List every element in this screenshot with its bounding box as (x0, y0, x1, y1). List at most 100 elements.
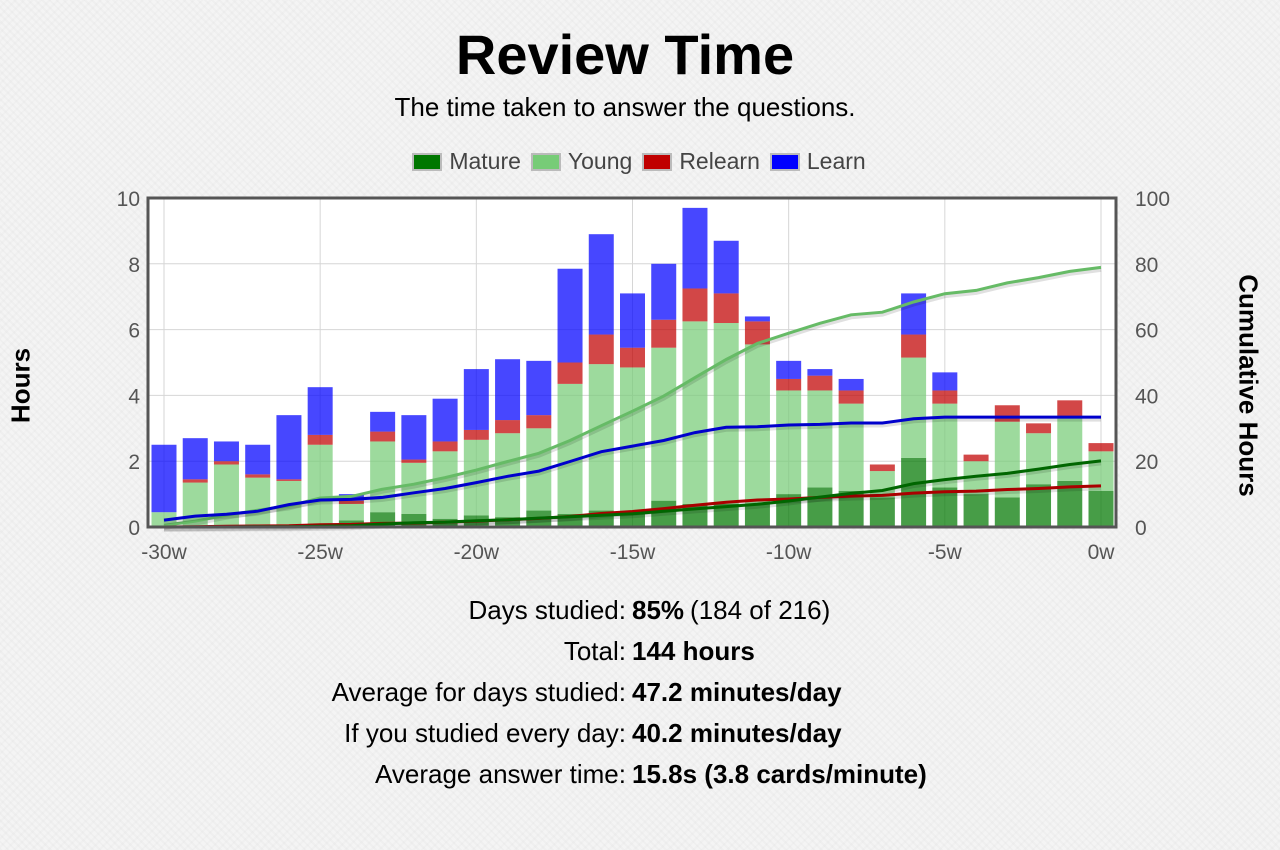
y-tick-label-left: 8 (128, 254, 140, 277)
legend-item-mature[interactable]: Mature (412, 148, 521, 175)
bar-mature--12w (713, 503, 739, 527)
x-tick-label: -5w (928, 541, 963, 564)
bar-mature--14w (651, 500, 677, 527)
bar-learn--9w (807, 369, 833, 376)
stat-label: If you studied every day: (344, 718, 626, 748)
bar-relearn--6w (901, 334, 927, 358)
stat-label: Days studied: (468, 595, 626, 625)
bar-learn--17w (557, 268, 583, 363)
bar-young--1w (1057, 416, 1083, 481)
bar-young--10w (776, 390, 802, 495)
bar-mature--5w (932, 487, 958, 527)
bar-young--16w (588, 364, 614, 511)
x-tick-label: -30w (141, 541, 187, 564)
chart-subtitle: The time taken to answer the questions. (394, 92, 856, 122)
chart-legend: Mature Young Relearn Learn (0, 148, 1278, 175)
bar-mature--3w (994, 497, 1020, 527)
bar-relearn--15w (620, 347, 645, 368)
bar-learn--12w (713, 240, 739, 294)
bar-relearn--7w (869, 464, 895, 472)
stat-label: Average for days studied: (331, 677, 626, 707)
bar-learn--16w (588, 234, 614, 335)
bar-relearn--1w (1057, 400, 1083, 417)
bar-young--2w (1026, 433, 1052, 485)
bar-relearn--27w (245, 474, 271, 478)
stat-extra: (184 of 216) (690, 595, 831, 625)
stat-value: 85% (632, 595, 685, 625)
stat-value: 40.2 minutes/day (632, 718, 842, 748)
bar-relearn-0w (1088, 443, 1114, 452)
stat-row-days-studied: Days studied: 85% (184 of 216) (0, 590, 1280, 631)
chart-title: Review Time (455, 23, 795, 86)
bar-relearn--18w (526, 415, 552, 429)
y-tick-label-left: 0 (128, 517, 140, 540)
bar-young--8w (838, 403, 864, 491)
bar-relearn--12w (713, 293, 739, 324)
bar-learn--13w (682, 207, 708, 289)
bar-relearn--29w (182, 479, 208, 483)
y-tick-label-right: 0 (1135, 517, 1147, 540)
bar-learn--10w (776, 360, 802, 379)
cumulative-line-relearn (163, 484, 1102, 529)
stat-row-every-day: If you studied every day: 40.2 minutes/d… (0, 713, 1280, 754)
bar-young--27w (245, 477, 271, 526)
bar-relearn--26w (276, 479, 302, 481)
y-tick-label-right: 80 (1135, 254, 1158, 277)
x-tick-label: -10w (766, 541, 812, 564)
bar-young--7w (869, 471, 895, 498)
legend-label-relearn: Relearn (679, 148, 760, 174)
stats-table: Days studied: 85% (184 of 216) Total: 144… (0, 590, 1280, 795)
stat-label: Average answer time: (375, 759, 626, 789)
legend-item-relearn[interactable]: Relearn (642, 148, 760, 175)
y-tick-label-right: 100 (1135, 188, 1170, 211)
legend-swatch-mature (412, 152, 443, 171)
bar-young--23w (370, 441, 396, 513)
bar-learn--22w (401, 415, 427, 460)
y-axis-title-right: Cumulative Hours (1233, 274, 1264, 497)
bar-young--9w (807, 390, 833, 488)
bar-relearn--20w (463, 429, 489, 440)
bar-learn--14w (651, 263, 677, 320)
legend-item-learn[interactable]: Learn (769, 148, 866, 175)
bar-mature--19w (495, 517, 521, 527)
bar-mature--11w (744, 503, 770, 527)
stat-label: Total: (563, 636, 626, 666)
bar-young--14w (651, 347, 677, 501)
bar-learn--8w (838, 378, 864, 391)
plot-border (146, 196, 1118, 529)
legend-item-young[interactable]: Young (530, 148, 633, 175)
cumulative-line-young (163, 265, 1102, 527)
bar-mature--9w (807, 487, 833, 527)
bar-relearn--24w (338, 500, 364, 504)
bar-learn--5w (932, 372, 958, 391)
bar-relearn--17w (557, 362, 583, 384)
bar-young--22w (401, 462, 427, 514)
stat-row-answer-time: Average answer time: 15.8s (3.8 cards/mi… (0, 754, 1280, 795)
bar-mature-0w (1088, 490, 1114, 527)
bar-learn--11w (744, 316, 770, 322)
y-tick-label-right: 60 (1135, 320, 1158, 343)
bar-learn--23w (370, 411, 396, 432)
bar-relearn--28w (213, 461, 239, 465)
legend-swatch-young (530, 152, 561, 171)
x-tick-label: -25w (297, 541, 343, 564)
legend-label-learn: Learn (806, 148, 866, 174)
stat-value: 47.2 minutes/day (632, 677, 842, 707)
bar-learn--27w (245, 444, 271, 475)
legend-swatch-learn (769, 152, 800, 171)
bar-learn--20w (463, 369, 489, 430)
bar-learn--30w (151, 444, 177, 513)
bar-relearn--4w (963, 454, 989, 462)
stat-row-average-days-studied: Average for days studied: 47.2 minutes/d… (0, 672, 1280, 713)
bar-learn--26w (276, 415, 302, 480)
bar-mature--7w (869, 497, 895, 527)
legend-swatch-relearn (642, 152, 673, 171)
bar-young--11w (744, 344, 770, 504)
bar-relearn--9w (807, 375, 833, 391)
bar-young--24w (338, 503, 364, 521)
y-tick-label-left: 4 (128, 385, 140, 408)
bar-young--21w (432, 451, 458, 519)
x-tick-label: 0w (1088, 541, 1116, 564)
legend-label-young: Young (567, 148, 633, 174)
